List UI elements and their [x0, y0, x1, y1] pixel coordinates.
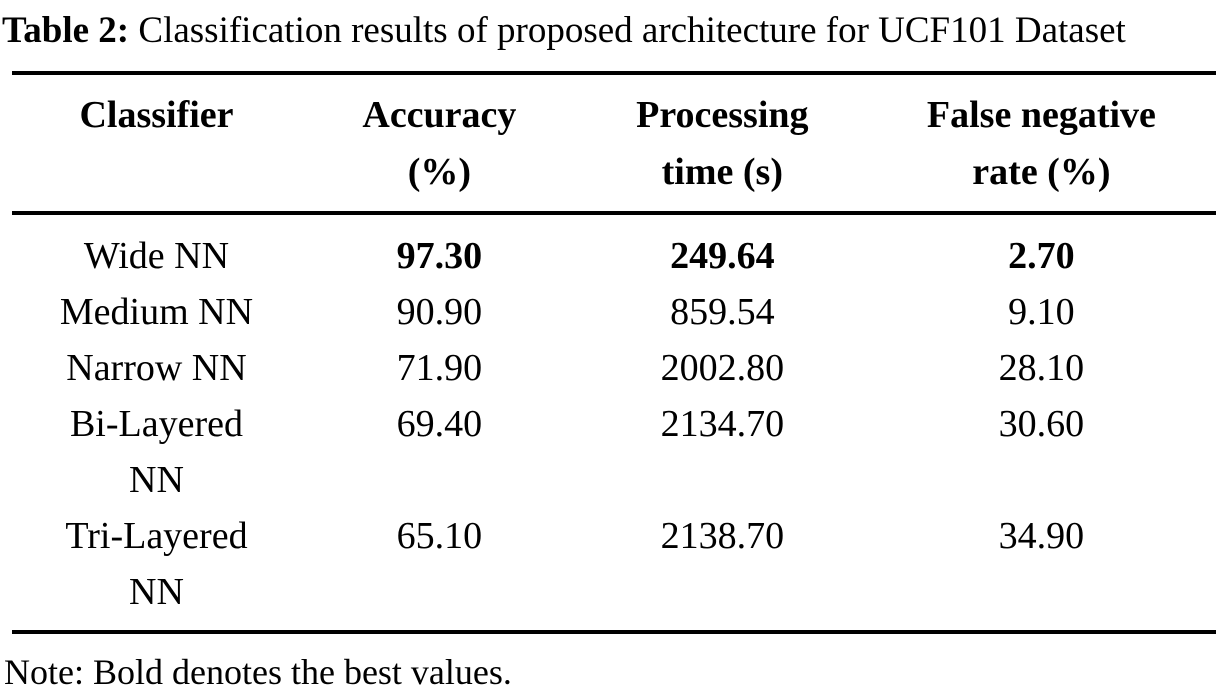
table-body: Wide NN 97.30 249.64 2.70 Medium NN 90.9… [12, 213, 1216, 632]
processing-time-value: 2134.70 [660, 403, 785, 445]
classifier-cell: Wide NN [12, 213, 301, 284]
classifier-name: Bi-Layered NN [69, 403, 243, 501]
header-line: time (s) [661, 151, 783, 193]
accuracy-value: 65.10 [396, 515, 483, 557]
classifier-cell: Tri-Layered NN [12, 508, 301, 632]
table-row: Wide NN 97.30 249.64 2.70 [12, 213, 1216, 284]
processing-time-value: 2002.80 [660, 347, 785, 389]
false-negative-rate-value: 2.70 [1008, 235, 1075, 277]
classifier-cell: Narrow NN [12, 340, 301, 396]
header-line: (%) [407, 151, 472, 193]
header-line: rate (%) [972, 151, 1111, 193]
accuracy-value: 71.90 [396, 347, 483, 389]
col-header-classifier: Classifier [12, 73, 301, 213]
table-row: Narrow NN 71.90 2002.80 28.10 [12, 340, 1216, 396]
table-caption-text: Classification results of proposed archi… [129, 10, 1126, 51]
classifier-name: Medium NN [59, 291, 254, 333]
accuracy-value: 90.90 [396, 291, 483, 333]
table-row: Medium NN 90.90 859.54 9.10 [12, 284, 1216, 340]
header-line: Processing [636, 94, 809, 136]
classifier-name: Wide NN [83, 235, 230, 277]
table-header: Classifier Accuracy (%) Processing time … [12, 73, 1216, 213]
processing-time-value: 249.64 [670, 235, 775, 277]
processing-time-value: 2138.70 [660, 515, 785, 557]
table-row: Bi-Layered NN 69.40 2134.70 30.60 [12, 396, 1216, 508]
false-negative-rate-value: 30.60 [998, 403, 1085, 445]
processing-time-value: 859.54 [670, 291, 775, 333]
false-negative-rate-value: 28.10 [998, 347, 1085, 389]
accuracy-value: 69.40 [396, 403, 483, 445]
classifier-cell: Medium NN [12, 284, 301, 340]
table-caption: Table 2: Classification results of propo… [0, 0, 1228, 54]
results-table: Classifier Accuracy (%) Processing time … [12, 71, 1216, 634]
header-line: Classifier [79, 94, 234, 136]
col-header-false-negative-rate: False negative rate (%) [867, 73, 1216, 213]
false-negative-rate-value: 34.90 [998, 515, 1085, 557]
header-line: Accuracy [362, 94, 517, 136]
accuracy-value: 97.30 [396, 235, 483, 277]
table-note: Note: Bold denotes the best values. [4, 652, 512, 692]
false-negative-rate-value: 9.10 [1008, 291, 1075, 333]
header-line: False negative [926, 94, 1156, 136]
table-caption-label: Table 2: [2, 10, 130, 51]
classifier-name: Narrow NN [66, 347, 247, 389]
col-header-accuracy: Accuracy (%) [301, 73, 578, 213]
col-header-processing-time: Processing time (s) [578, 73, 867, 213]
classifier-cell: Bi-Layered NN [12, 396, 301, 508]
header-row: Classifier Accuracy (%) Processing time … [12, 73, 1216, 213]
classifier-name: Tri-Layered NN [65, 515, 248, 613]
table-row: Tri-Layered NN 65.10 2138.70 34.90 [12, 508, 1216, 632]
